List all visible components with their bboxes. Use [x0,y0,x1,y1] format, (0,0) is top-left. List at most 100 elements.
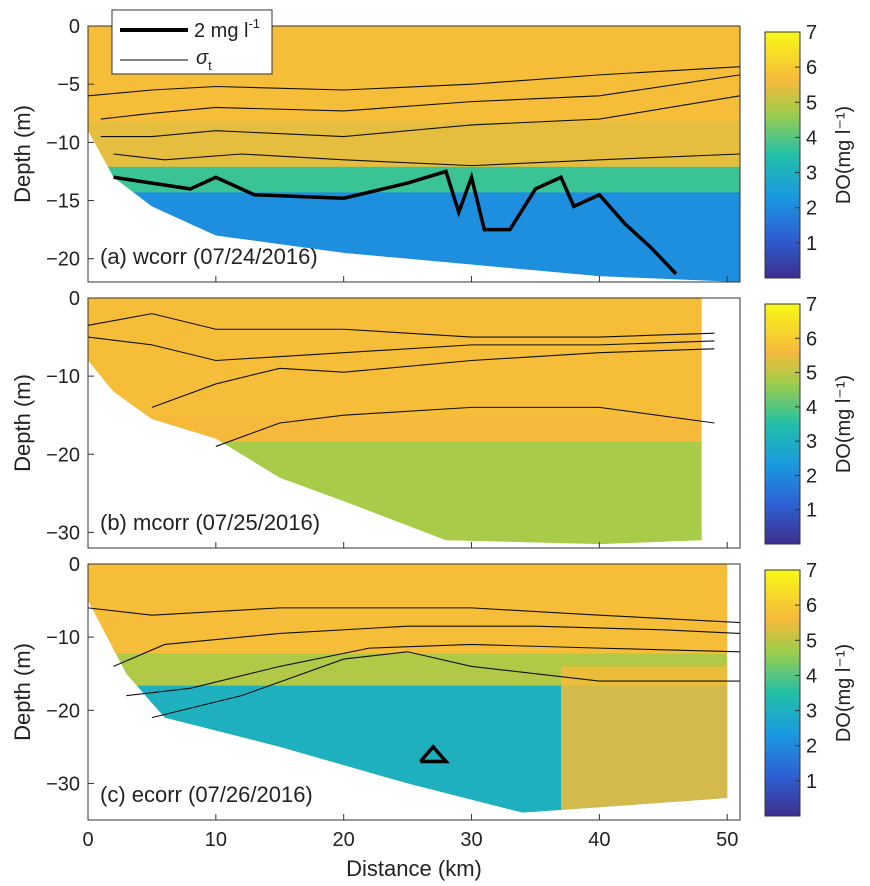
colorbar-tick-label: 5 [806,630,817,652]
do-band [88,160,740,168]
x-tick-label: 0 [82,829,93,851]
colorbar-tick-label: 5 [806,92,817,114]
do-band [88,749,728,757]
do-band [88,237,740,245]
do-band [88,77,740,85]
do-band [88,647,728,655]
do-band [88,58,740,65]
colorbar: 1 2 3 4 5 6 7 DO(mg l⁻¹) [764,22,855,279]
colorbar: 1 2 3 4 5 6 7 DO(mg l⁻¹) [764,560,855,817]
do-band [88,589,728,597]
colorbar-tick-label: 2 [806,736,817,758]
do-band [88,602,728,610]
colorbar-tick-label: 4 [806,397,817,419]
axes-frame [87,25,741,283]
do-band [88,485,702,493]
do-band [88,473,702,480]
do-band [88,724,728,731]
y-axis-label: Depth (m) [10,643,35,741]
colorbar-tick-label: 7 [806,22,817,44]
axes-frame [87,563,741,821]
do-band [88,441,702,449]
sigma-t-contour [87,313,715,338]
do-2mg-contour [113,169,678,276]
do-band [88,640,728,648]
do-band [88,435,702,443]
do-band [88,304,702,311]
sigma-t-contour [113,153,741,167]
do-band [88,653,728,661]
do-band [88,134,740,142]
x-tick-label: 20 [333,829,355,851]
colorbar-tick-label: 4 [806,665,817,687]
x-tick-label: 40 [588,829,610,851]
do-patch [561,666,728,813]
legend-box [111,9,273,75]
do-band [88,366,702,374]
do-band [88,730,728,738]
do-band [88,32,740,40]
do-band [88,416,702,424]
do-band [88,385,702,393]
y-tick-label: 0 [69,288,80,310]
do-band [88,298,702,305]
do-band [88,564,728,571]
colorbar-tick-label: 3 [806,431,817,453]
y-tick-label: 0 [69,16,80,38]
legend-label-sigma: σt [196,47,212,73]
do-band [88,660,728,667]
do-band [88,583,728,591]
colorbar-tick-label: 6 [806,328,817,350]
sigma-t-contour [87,607,741,624]
colorbar-label: DO(mg l⁻¹) [833,106,855,204]
colorbar-tick-label: 6 [806,595,817,617]
do-band [88,329,702,336]
panel-label: (a) wcorr (07/24/2016) [100,244,318,269]
do-band [88,64,740,72]
do-band [88,90,740,97]
x-tick-label: 30 [460,829,482,851]
do-band [88,570,728,578]
do-band [88,685,728,693]
sigma-t-contour [87,66,741,97]
do-band [88,154,740,161]
do-band [88,621,728,629]
do-band [88,466,702,474]
do-band [88,535,702,543]
do-band [88,323,702,330]
do-band [88,404,702,411]
do-field [88,564,728,813]
y-tick-label: −30 [46,522,80,544]
do-band [88,128,740,136]
do-band [88,348,702,355]
do-band [88,38,740,46]
do-band [88,122,740,129]
y-tick-label: −15 [46,191,80,213]
do-band [88,224,740,232]
do-band [88,243,740,251]
do-band [88,679,728,687]
do-band [88,115,740,123]
do-band [88,230,740,238]
do-band [88,141,740,149]
do-band [88,498,702,505]
panel-c: 0 −10 −20 −30 0 10 20 30 40 50 Depth (m) Distance (… [10,554,855,881]
colorbar-tick-label: 7 [806,560,817,582]
do-band [88,541,702,545]
do-band [88,736,728,744]
sigma-t-contour [126,643,741,697]
do-band [88,398,702,405]
do-band [88,192,740,200]
do-band [88,615,728,623]
do-band [88,391,702,399]
sigma-t-contour [87,336,715,362]
do-band [88,491,702,499]
y-axis-label: Depth (m) [10,105,35,203]
do-band [88,672,728,680]
do-band [88,373,702,380]
sigma-t-contour [151,651,740,719]
y-tick-label: −10 [46,627,80,649]
do-band [88,205,740,213]
sigma-t-contour [100,95,741,138]
